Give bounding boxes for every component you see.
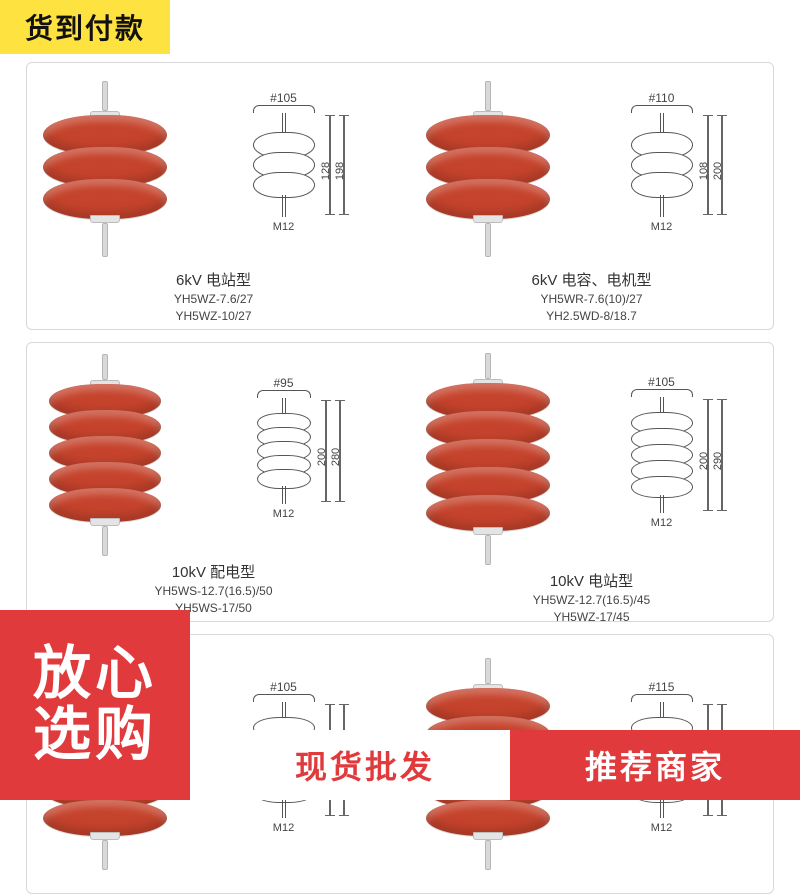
- product-cell: #105M12128198 6kV 电站型YH5WZ-7.6/27YH5WZ-10…: [27, 63, 400, 329]
- promo-tag-wholesale: 现货批发: [220, 730, 510, 800]
- promo-tag-merchant-text: 推荐商家: [585, 742, 725, 788]
- arrester-schematic: #105M12200290: [631, 389, 693, 529]
- arrester-photo: [426, 353, 550, 565]
- arrester-photo: [43, 81, 167, 257]
- arrester-schematic: #110M12108200: [631, 105, 693, 233]
- cod-badge: 货到付款: [0, 0, 170, 54]
- arrester-photo: [49, 354, 161, 556]
- promo-tag-wholesale-text: 现货批发: [295, 742, 435, 788]
- product-caption: 10kV 配电型YH5WS-12.7(16.5)/50YH5WS-17/50: [35, 562, 392, 617]
- promo-badge-left: 放心 选购: [0, 610, 190, 800]
- promo-tag-merchant: 推荐商家: [510, 730, 800, 800]
- product-cell: #105M12200290 10kV 电站型YH5WZ-12.7(16.5)/45…: [400, 343, 773, 621]
- product-row: #95M12200280 10kV 配电型YH5WS-12.7(16.5)/50Y…: [26, 342, 774, 622]
- arrester-schematic: #95M12200280: [257, 390, 311, 520]
- product-caption: 6kV 电容、电机型YH5WR-7.6(10)/27YH2.5WD-8/18.7: [418, 270, 765, 325]
- product-row: #105M12128198 6kV 电站型YH5WZ-7.6/27YH5WZ-10…: [26, 62, 774, 330]
- product-caption: 6kV 电站型YH5WZ-7.6/27YH5WZ-10/27: [35, 270, 392, 325]
- product-cell: #95M12200280 10kV 配电型YH5WS-12.7(16.5)/50Y…: [27, 343, 400, 621]
- product-caption: 10kV 电站型YH5WZ-12.7(16.5)/45YH5WZ-17/45: [418, 571, 765, 622]
- arrester-schematic: #105M12128198: [253, 105, 315, 233]
- product-cell: #110M12108200 6kV 电容、电机型YH5WR-7.6(10)/27Y…: [400, 63, 773, 329]
- cod-badge-text: 货到付款: [25, 7, 145, 47]
- promo-left-line1: 放心: [33, 644, 157, 705]
- promo-bottom-right: 现货批发 推荐商家: [220, 730, 800, 800]
- promo-left-line2: 选购: [33, 705, 157, 766]
- arrester-photo: [426, 81, 550, 257]
